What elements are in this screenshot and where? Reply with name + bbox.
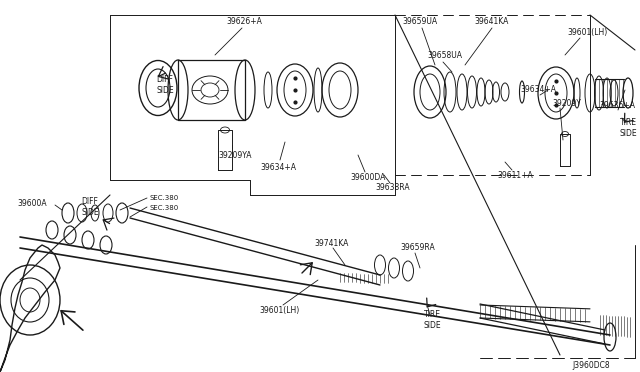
Text: 39659RA: 39659RA <box>401 244 435 253</box>
Text: TIRE
SIDE: TIRE SIDE <box>619 118 637 138</box>
Text: J3960DC8: J3960DC8 <box>572 360 610 369</box>
Text: 39658UA: 39658UA <box>428 51 463 61</box>
Text: 39601(LH): 39601(LH) <box>260 305 300 314</box>
Text: DIFF
SIDE: DIFF SIDE <box>156 75 174 95</box>
Text: 39626+A: 39626+A <box>226 17 262 26</box>
Text: 39209Y: 39209Y <box>552 99 581 108</box>
Text: SEC.380: SEC.380 <box>150 205 179 211</box>
Text: SEC.380: SEC.380 <box>150 195 179 201</box>
Text: 39634+A: 39634+A <box>520 84 556 93</box>
Text: TIRE
SIDE: TIRE SIDE <box>423 310 441 330</box>
Text: 39636+A: 39636+A <box>599 100 635 109</box>
Text: 39634+A: 39634+A <box>260 163 296 171</box>
Text: 39638RA: 39638RA <box>376 183 410 192</box>
Text: 39209YA: 39209YA <box>218 151 252 160</box>
Text: DIFF
SIDE: DIFF SIDE <box>81 197 99 217</box>
Text: 39600DA: 39600DA <box>350 173 386 182</box>
Text: 39601(LH): 39601(LH) <box>568 28 608 36</box>
Text: 39611+A: 39611+A <box>497 170 533 180</box>
Text: 39659UA: 39659UA <box>403 17 438 26</box>
Text: 39641KA: 39641KA <box>475 17 509 26</box>
Text: 39600A: 39600A <box>17 199 47 208</box>
Text: 39741KA: 39741KA <box>315 238 349 247</box>
